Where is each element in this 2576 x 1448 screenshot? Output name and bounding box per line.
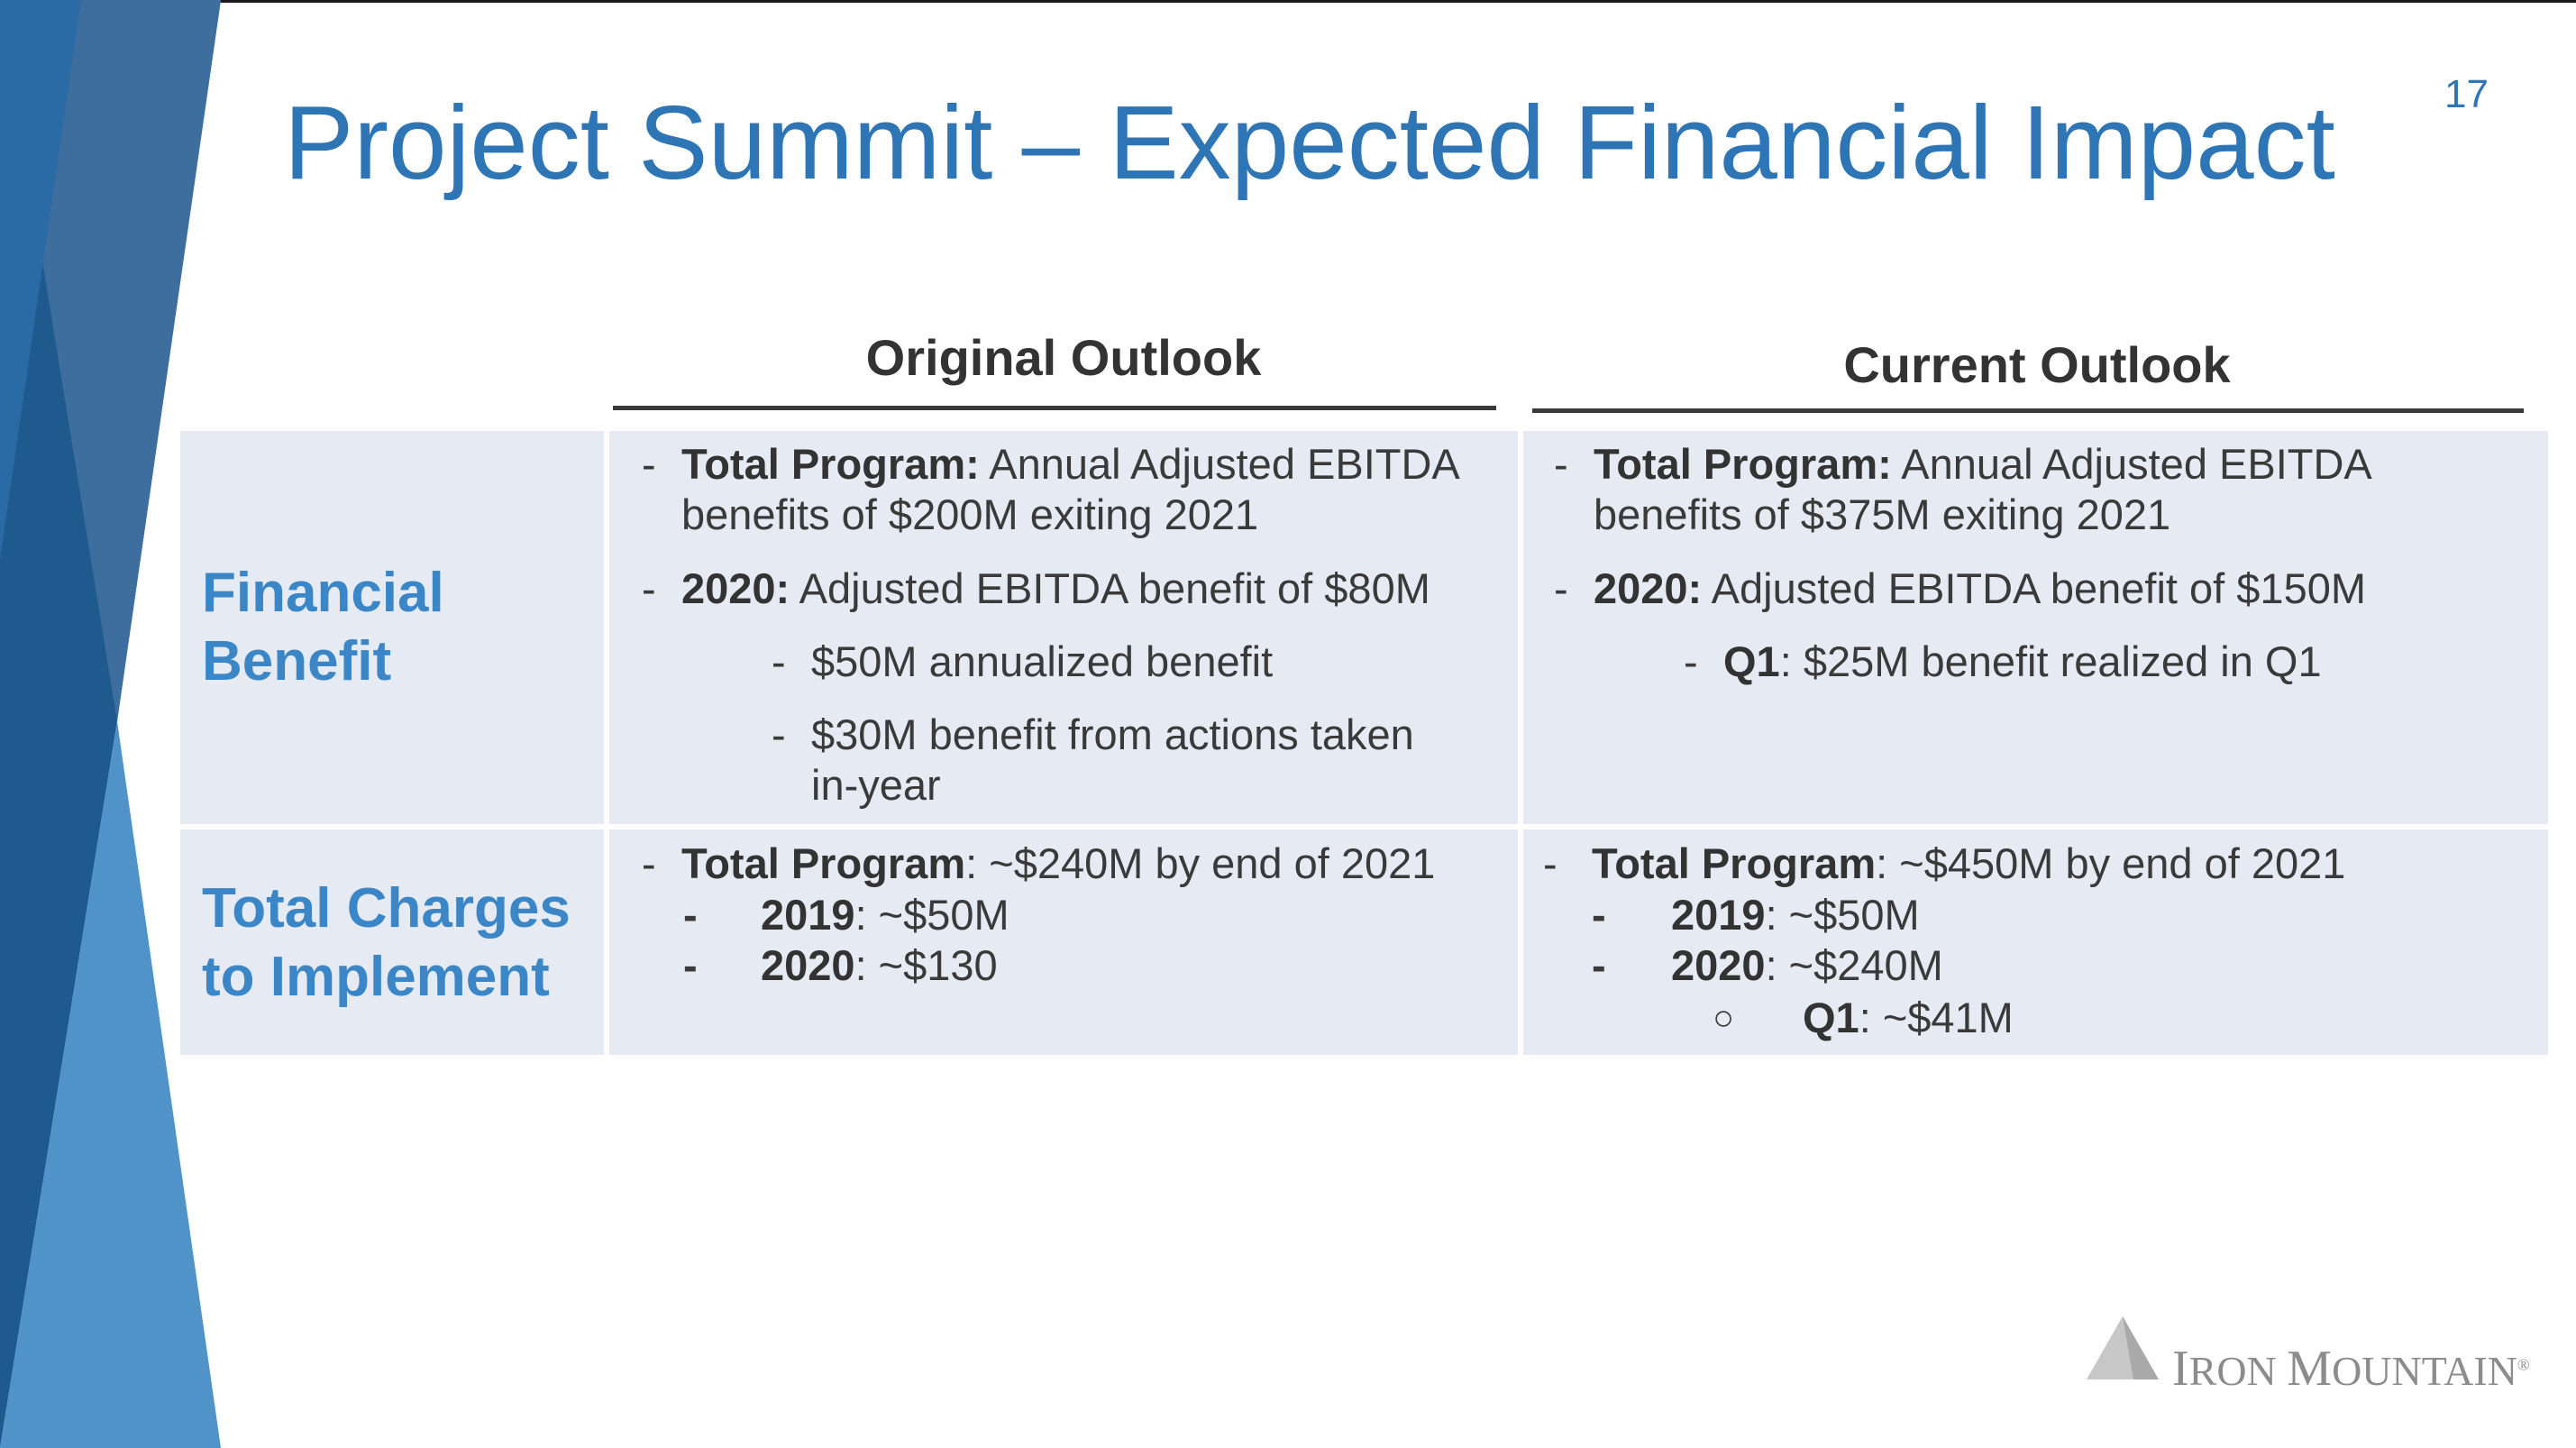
bullet-bold: Total Program:	[1594, 440, 1892, 488]
cell-total-charges-label	[180, 829, 604, 1055]
bullet-text: Total Program: Annual Adjusted EBITDA	[681, 439, 1460, 490]
row-label-financial-benefit: Financial Benefit	[202, 559, 444, 696]
row-label-line: to Implement	[202, 946, 550, 1008]
bullet-dash: -	[772, 637, 786, 685]
bullet-text: 2019: ~$50M	[761, 890, 1009, 940]
bullet-rest: : ~$41M	[1859, 994, 2014, 1041]
bullet-bold: Q1	[1803, 994, 1859, 1041]
bullet-rest: : ~$50M	[1765, 891, 1920, 939]
bullet-text: 2020: ~$130	[761, 940, 998, 991]
bullet-dash: -	[1554, 564, 1568, 612]
bullet-rest: Adjusted EBITDA benefit of $150M	[1702, 564, 2367, 612]
bullet-dash: -	[772, 710, 786, 758]
bullet-rest: $30M benefit from actions taken	[811, 710, 1414, 758]
bullet-rest: Annual Adjusted EBITDA	[1891, 440, 2372, 488]
col-header-original: Original Outlook	[865, 329, 1262, 386]
circle-bullet-icon: ○	[1713, 998, 1735, 1038]
bullet-rest: : ~$240M	[1765, 941, 1943, 989]
bullet-bold: Total Program	[1592, 839, 1877, 887]
bullet-rest: : ~$450M by end of 2021	[1876, 839, 2346, 887]
company-logo-text: IRON MOUNTAIN®	[2172, 1340, 2530, 1398]
bullet-dash: -	[683, 941, 698, 989]
col-header-current: Current Outlook	[1843, 336, 2231, 393]
bullet-rest: $50M annualized benefit	[811, 637, 1274, 685]
bullet-rest: : $25M benefit realized in Q1	[1779, 637, 2322, 685]
bullet-text: 2019: ~$50M	[1671, 890, 1920, 940]
bullet-text: 2020: Adjusted EBITDA benefit of $80M	[681, 564, 1430, 614]
bullet-bold: 2020	[1671, 941, 1766, 989]
cell-financial-benefit-original	[609, 431, 1518, 824]
cell-financial-benefit-label	[180, 431, 604, 824]
col-rule-current	[1532, 408, 2524, 413]
bullet-bold: Total Program	[681, 839, 966, 887]
bullet-text: 2020: Adjusted EBITDA benefit of $150M	[1594, 564, 2366, 614]
bullet-continuation: benefits of $200M exiting 2021	[681, 490, 1258, 540]
bullet-dash: -	[1543, 839, 1557, 887]
bullet-continuation: benefits of $375M exiting 2021	[1594, 490, 2170, 540]
col-rule-original	[613, 406, 1496, 410]
bullet-rest: : ~$130	[854, 941, 998, 989]
page-number: 17	[2444, 72, 2489, 116]
bullet-text: Total Program: ~$450M by end of 2021	[1592, 839, 2345, 889]
logo-letter: M	[2287, 1341, 2333, 1397]
bullet-dash: -	[683, 891, 698, 939]
bullet-text: Total Program: ~$240M by end of 2021	[681, 839, 1435, 889]
bullet-dash: -	[642, 564, 656, 612]
decorative-chevron-shapes	[0, 0, 221, 1448]
bullet-text: Q1: ~$41M	[1803, 993, 2014, 1043]
logo-letters: RON	[2188, 1348, 2288, 1394]
bullet-bold: 2020	[761, 941, 855, 989]
bullet-bold: 2019	[1671, 891, 1766, 939]
bullet-dash: -	[1592, 891, 1606, 939]
cell-total-charges-original	[609, 829, 1518, 1055]
bullet-rest: benefits of $200M exiting 2021	[681, 490, 1259, 538]
bullet-dash: -	[1684, 637, 1698, 685]
bullet-rest: Annual Adjusted EBITDA	[979, 440, 1460, 488]
cell-financial-benefit-current	[1523, 431, 2548, 824]
row-label-line: Total Charges	[202, 877, 571, 939]
bullet-text: Total Program: Annual Adjusted EBITDA	[1594, 439, 2372, 490]
cell-total-charges-current	[1523, 829, 2548, 1055]
slide-title: Project Summit – Expected Financial Impa…	[284, 84, 2335, 201]
bullet-dash: -	[1592, 941, 1606, 989]
mountain-logo-icon	[2087, 1316, 2159, 1379]
bullet-rest: in-year	[811, 761, 941, 809]
row-label-line: Benefit	[202, 630, 392, 692]
bullet-rest: Adjusted EBITDA benefit of $80M	[790, 564, 1430, 612]
row-label-line: Financial	[202, 562, 444, 624]
bullet-rest: : ~$240M by end of 2021	[965, 839, 1436, 887]
registered-mark: ®	[2517, 1355, 2530, 1374]
bullet-bold: 2020:	[1594, 564, 1703, 612]
bullet-dash: -	[642, 440, 656, 488]
bullet-rest: benefits of $375M exiting 2021	[1594, 490, 2171, 538]
bullet-dash: -	[1554, 440, 1568, 488]
bullet-bold: Q1	[1723, 637, 1780, 685]
top-border	[0, 0, 2576, 3]
bullet-text: Q1: $25M benefit realized in Q1	[1723, 637, 2322, 687]
bullet-text: 2020: ~$240M	[1671, 940, 1943, 991]
bullet-bold: 2019	[761, 891, 855, 939]
bullet-dash: -	[642, 839, 656, 887]
bullet-bold: 2020:	[681, 564, 790, 612]
logo-letters: OUNTAIN	[2332, 1348, 2517, 1394]
row-label-total-charges: Total Charges to Implement	[202, 875, 571, 1012]
logo-letter: I	[2172, 1341, 2189, 1397]
bullet-bold: Total Program:	[681, 440, 980, 488]
bullet-continuation: in-year	[811, 760, 941, 811]
bullet-rest: : ~$50M	[854, 891, 1009, 939]
